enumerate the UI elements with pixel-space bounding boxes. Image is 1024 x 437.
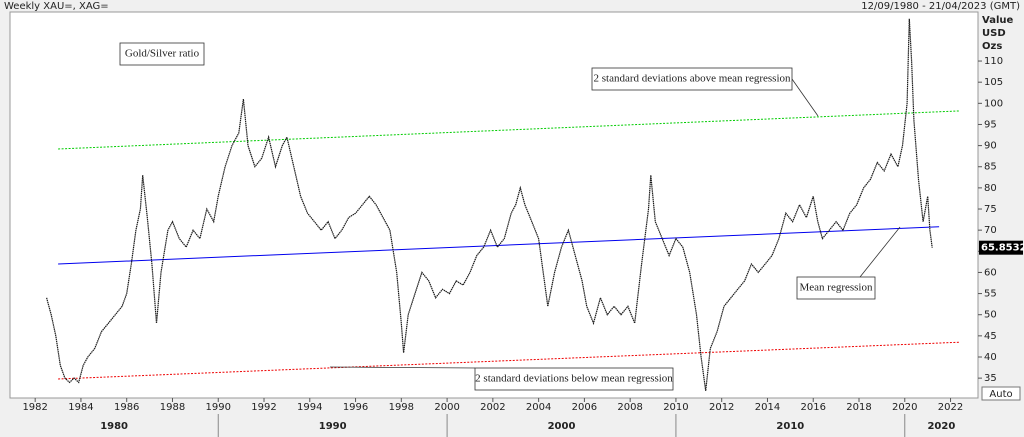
y-tick-label: 70 — [984, 225, 997, 236]
y-tick-label: 55 — [984, 289, 997, 300]
y-tick-label: 75 — [984, 204, 997, 215]
y-tick-label: 35 — [984, 373, 997, 384]
plot-area — [9, 11, 979, 399]
x-tick-label: 2004 — [526, 402, 551, 413]
y-tick-label: 85 — [984, 162, 997, 173]
y-tick-label: 45 — [984, 331, 997, 342]
annotation-text: Gold/Silver ratio — [125, 48, 200, 60]
x-tick-label: 2020 — [892, 402, 917, 413]
x-tick-label: 1988 — [160, 402, 185, 413]
annotation-leader — [791, 78, 819, 117]
x-tick-label: 1990 — [206, 402, 231, 413]
annotation-box — [119, 42, 205, 66]
y-axis-label: Ozs — [982, 41, 1002, 52]
auto-button-label[interactable]: Auto — [989, 389, 1012, 400]
x-tick-label: 2016 — [801, 402, 826, 413]
decade-label: 2020 — [927, 421, 955, 432]
y-axis-label: USD — [982, 28, 1006, 39]
y-tick-label: 95 — [984, 119, 997, 130]
annotation-leader — [329, 366, 476, 369]
auto-button[interactable] — [981, 386, 1021, 401]
x-tick-label: 1984 — [68, 402, 93, 413]
x-tick-label: 2000 — [434, 402, 459, 413]
decade-label: 1980 — [100, 421, 128, 432]
y-tick-label: 60 — [984, 267, 997, 278]
y-tick-label: 40 — [984, 352, 997, 363]
x-tick-label: 1996 — [343, 402, 368, 413]
x-tick-label: 2014 — [755, 402, 780, 413]
y-tick-label: 90 — [984, 141, 997, 152]
annotation-box — [591, 67, 793, 91]
regression-line — [58, 226, 940, 265]
decade-label: 2010 — [776, 421, 804, 432]
y-axis-label: Value — [982, 15, 1013, 26]
x-tick-label: 1998 — [389, 402, 414, 413]
y-tick-label: 110 — [984, 56, 1003, 67]
decade-label: 2000 — [548, 421, 576, 432]
x-tick-label: 1982 — [22, 402, 47, 413]
annotation-text: Mean regression — [799, 282, 873, 294]
y-tick-label: 100 — [984, 98, 1003, 109]
x-tick-label: 1986 — [114, 402, 139, 413]
last-value-label: 65.8532 — [981, 243, 1024, 254]
x-tick-label: 2002 — [480, 402, 505, 413]
annotation-box — [796, 276, 876, 300]
x-tick-label: 2008 — [617, 402, 642, 413]
header-right: 12/09/1980 - 21/04/2023 (GMT) — [861, 1, 1020, 12]
x-tick-label: 2006 — [572, 402, 597, 413]
x-tick-label: 2010 — [663, 402, 688, 413]
y-tick-label: 50 — [984, 310, 997, 321]
annotation-text: 2 standard deviations below mean regress… — [475, 373, 673, 385]
y-tick-label: 80 — [984, 183, 997, 194]
decade-label: 1990 — [319, 421, 347, 432]
x-tick-label: 1994 — [297, 402, 322, 413]
x-tick-label: 2022 — [938, 402, 963, 413]
y-tick-label: 105 — [984, 77, 1003, 88]
x-tick-label: 2018 — [846, 402, 871, 413]
annotation-box — [474, 367, 674, 391]
last-value-box — [979, 240, 1023, 255]
annotation-text: 2 standard deviations above mean regress… — [593, 73, 791, 85]
series-line — [46, 18, 933, 391]
annotation-leader — [859, 226, 901, 278]
header-left: Weekly XAU=, XAG= — [4, 1, 109, 12]
x-tick-label: 2012 — [709, 402, 734, 413]
x-tick-label: 1992 — [251, 402, 276, 413]
